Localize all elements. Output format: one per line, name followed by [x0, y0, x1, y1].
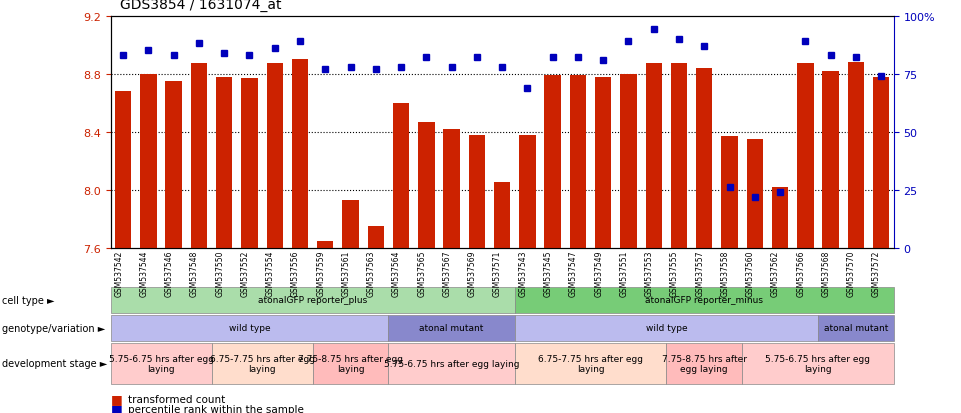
Bar: [823, 71, 839, 248]
Text: GSM537557: GSM537557: [695, 250, 704, 297]
Text: genotype/variation ►: genotype/variation ►: [2, 323, 105, 333]
Text: GSM537550: GSM537550: [215, 250, 224, 297]
Text: GSM537551: GSM537551: [620, 250, 628, 297]
Bar: [317, 241, 333, 248]
Bar: [570, 76, 586, 248]
Bar: [515, 315, 818, 341]
Bar: [818, 315, 894, 341]
Bar: [515, 343, 666, 384]
Bar: [266, 64, 283, 248]
Text: GSM537572: GSM537572: [872, 250, 881, 297]
Text: GSM537566: GSM537566: [797, 250, 805, 297]
Bar: [545, 76, 561, 248]
Text: GSM537570: GSM537570: [847, 250, 856, 297]
Text: GSM537567: GSM537567: [443, 250, 452, 297]
Bar: [722, 137, 738, 248]
Text: GSM537545: GSM537545: [544, 250, 553, 297]
Bar: [873, 77, 889, 248]
Text: atonalGFP reporter_plus: atonalGFP reporter_plus: [258, 296, 367, 305]
Text: GSM537558: GSM537558: [721, 250, 729, 297]
Bar: [848, 63, 864, 248]
Bar: [666, 343, 742, 384]
Text: GSM537565: GSM537565: [417, 250, 427, 297]
Text: GSM537571: GSM537571: [493, 250, 503, 297]
Text: 5.75-6.75 hrs after egg
laying: 5.75-6.75 hrs after egg laying: [109, 354, 213, 373]
Text: GSM537542: GSM537542: [114, 250, 123, 297]
Bar: [772, 188, 788, 248]
Bar: [111, 287, 515, 313]
Text: atonal mutant: atonal mutant: [419, 323, 483, 332]
Text: GSM537568: GSM537568: [822, 250, 830, 297]
Text: GSM537548: GSM537548: [190, 250, 199, 297]
Bar: [190, 64, 208, 248]
Bar: [388, 343, 515, 384]
Text: 7.75-8.75 hrs after
egg laying: 7.75-8.75 hrs after egg laying: [662, 354, 747, 373]
Bar: [469, 135, 485, 248]
Text: transformed count: transformed count: [128, 394, 225, 404]
Text: 6.75-7.75 hrs after egg
laying: 6.75-7.75 hrs after egg laying: [538, 354, 643, 373]
Text: GDS3854 / 1631074_at: GDS3854 / 1631074_at: [120, 0, 282, 12]
Bar: [742, 343, 894, 384]
Bar: [292, 60, 308, 248]
Bar: [620, 74, 636, 248]
Text: GSM537543: GSM537543: [518, 250, 528, 297]
Text: GSM537549: GSM537549: [594, 250, 604, 297]
Bar: [216, 77, 233, 248]
Bar: [696, 69, 712, 248]
Bar: [388, 315, 515, 341]
Text: atonal mutant: atonal mutant: [824, 323, 888, 332]
Bar: [312, 343, 388, 384]
Text: ■: ■: [111, 392, 122, 405]
Text: 6.75-7.75 hrs after egg
laying: 6.75-7.75 hrs after egg laying: [209, 354, 314, 373]
Bar: [747, 140, 763, 248]
Text: GSM537556: GSM537556: [291, 250, 300, 297]
Bar: [443, 129, 459, 248]
Text: GSM537544: GSM537544: [139, 250, 148, 297]
Text: GSM537563: GSM537563: [367, 250, 376, 297]
Text: 5.75-6.75 hrs after egg
laying: 5.75-6.75 hrs after egg laying: [765, 354, 871, 373]
Text: atonalGFP reporter_minus: atonalGFP reporter_minus: [645, 296, 763, 305]
Bar: [393, 103, 409, 248]
Bar: [211, 343, 312, 384]
Text: GSM537555: GSM537555: [670, 250, 679, 297]
Bar: [140, 74, 157, 248]
Text: percentile rank within the sample: percentile rank within the sample: [128, 404, 304, 413]
Bar: [595, 77, 611, 248]
Bar: [241, 79, 258, 248]
Bar: [494, 183, 510, 248]
Bar: [115, 92, 132, 248]
Bar: [111, 315, 388, 341]
Text: wild type: wild type: [646, 323, 687, 332]
Bar: [111, 343, 211, 384]
Bar: [646, 64, 662, 248]
Text: wild type: wild type: [229, 323, 270, 332]
Text: GSM537560: GSM537560: [746, 250, 754, 297]
Bar: [519, 135, 535, 248]
Bar: [671, 64, 687, 248]
Text: cell type ►: cell type ►: [2, 295, 55, 305]
Bar: [418, 122, 434, 248]
Text: GSM537562: GSM537562: [771, 250, 780, 297]
Text: GSM537546: GSM537546: [164, 250, 174, 297]
Bar: [165, 82, 182, 248]
Bar: [797, 64, 814, 248]
Text: GSM537554: GSM537554: [266, 250, 275, 297]
Bar: [368, 226, 384, 248]
Text: 7.75-8.75 hrs after egg
laying: 7.75-8.75 hrs after egg laying: [298, 354, 403, 373]
Text: development stage ►: development stage ►: [2, 358, 108, 368]
Text: GSM537561: GSM537561: [341, 250, 351, 297]
Bar: [515, 287, 894, 313]
Text: 5.75-6.75 hrs after egg laying: 5.75-6.75 hrs after egg laying: [383, 359, 519, 368]
Bar: [342, 200, 358, 248]
Text: GSM537553: GSM537553: [645, 250, 653, 297]
Text: GSM537564: GSM537564: [392, 250, 401, 297]
Text: ■: ■: [111, 402, 122, 413]
Text: GSM537552: GSM537552: [240, 250, 250, 297]
Text: GSM537569: GSM537569: [468, 250, 477, 297]
Text: GSM537547: GSM537547: [569, 250, 578, 297]
Text: GSM537559: GSM537559: [316, 250, 325, 297]
